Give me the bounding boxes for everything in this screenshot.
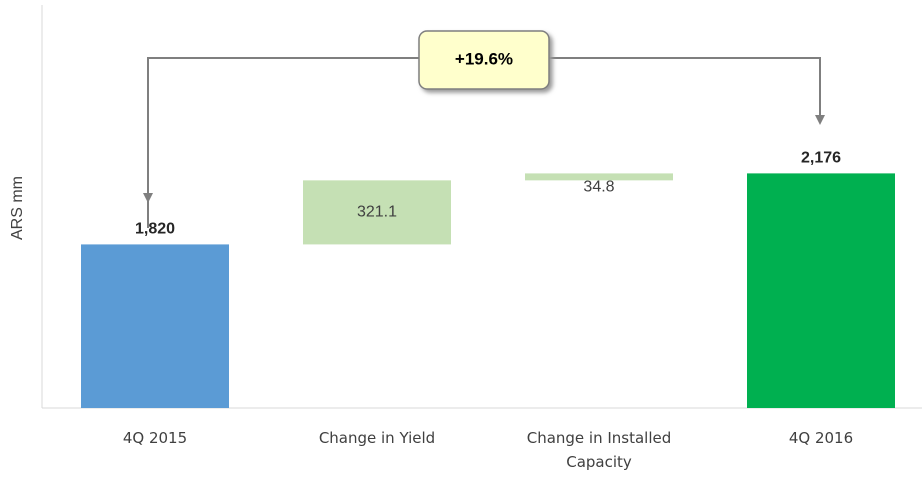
value-label: 2,176 — [801, 150, 841, 167]
y-axis-label: ARS mm — [9, 176, 26, 240]
bar — [303, 180, 451, 245]
bar — [81, 244, 229, 408]
x-tick-label-box: Change in Yield — [318, 429, 436, 447]
x-tick-label-box: Change in Installed Capacity — [526, 429, 672, 471]
x-tick-label: 4Q 2015 — [122, 429, 188, 447]
x-tick-label: Change in Installed Capacity — [526, 429, 672, 471]
value-label: 1,820 — [135, 221, 175, 238]
bar — [525, 173, 673, 181]
x-tick-label: 4Q 2016 — [788, 429, 854, 447]
x-tick-label-box: 4Q 2016 — [788, 429, 854, 447]
value-label: 321.1 — [357, 204, 397, 221]
bar — [747, 173, 895, 408]
annotation-box — [418, 30, 550, 90]
x-tick-label-box: 4Q 2015 — [122, 429, 188, 447]
annotation: +19.6% — [455, 49, 513, 68]
value-label: 34.8 — [583, 179, 614, 196]
x-tick-label: Change in Yield — [318, 429, 436, 447]
